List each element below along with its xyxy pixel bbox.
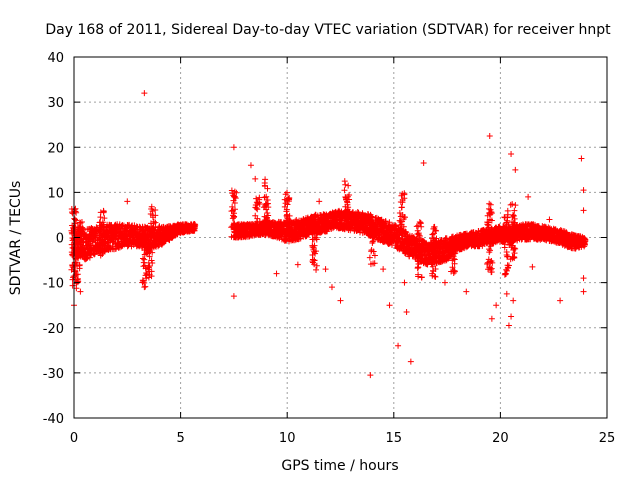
spike-point — [429, 231, 436, 238]
spike-point — [486, 200, 493, 207]
chart-title: Day 168 of 2011, Sidereal Day-to-day VTE… — [45, 22, 611, 38]
spike-point — [253, 205, 260, 212]
spike-point — [313, 262, 320, 269]
spike-point — [262, 176, 269, 183]
spike-point — [414, 265, 421, 272]
data-point — [88, 225, 95, 232]
spike-point — [313, 266, 320, 273]
data-points — [68, 90, 589, 379]
spike-point — [101, 215, 108, 222]
spike-point — [152, 206, 159, 213]
data-point — [192, 222, 199, 229]
spike-point — [342, 181, 349, 188]
data-point — [91, 251, 98, 258]
spike-point — [413, 223, 420, 230]
data-point — [86, 254, 93, 261]
spike-point — [398, 204, 405, 211]
spike-point — [345, 182, 352, 189]
spike-point — [253, 195, 260, 202]
spike-point — [341, 187, 348, 194]
grid-lines — [74, 57, 607, 418]
spike-point — [142, 283, 149, 290]
spike-point — [418, 274, 425, 281]
